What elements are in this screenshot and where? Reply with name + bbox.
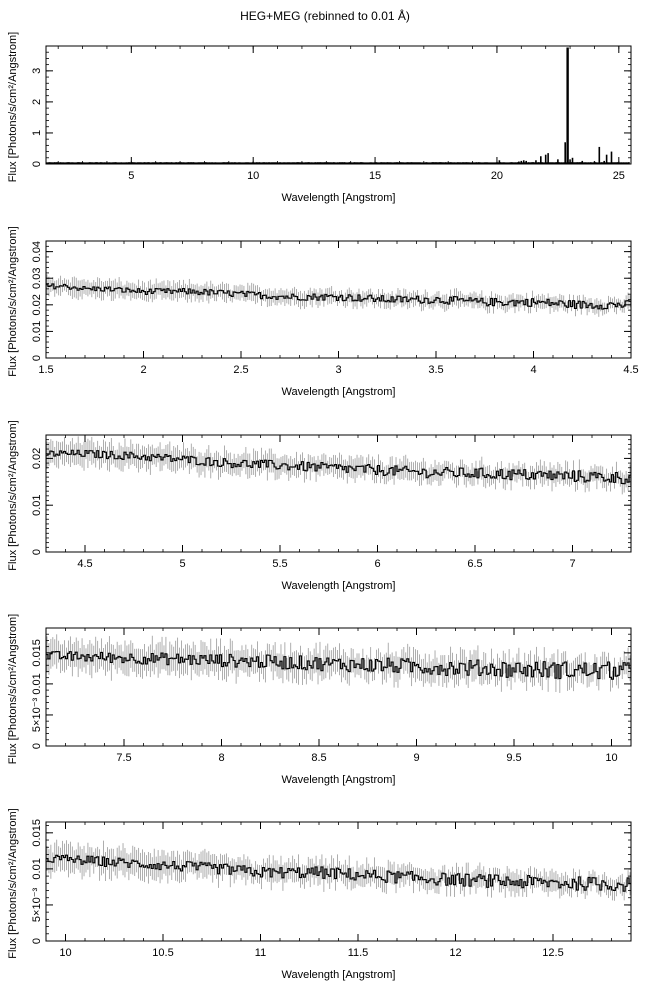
page-title: HEG+MEG (rebinned to 0.01 Å) <box>240 9 410 23</box>
chart-panel-4: 7.5 8 8.5 9 9.5 10 0 5×10⁻³ 0.01 0.015 Wavelength … <box>7 614 632 786</box>
x-axis-label: Wavelength [Angstrom] <box>282 192 396 204</box>
x-tick-label: 7.5 <box>116 752 131 764</box>
x-tick-label: 2.5 <box>233 364 248 376</box>
y-axis-label: Flux [Photons/s/cm²/Angstrom] <box>7 226 19 376</box>
x-tick-label: 10 <box>247 170 259 182</box>
x-tick-label: 3.5 <box>428 364 443 376</box>
y-axis-label: Flux [Photons/s/cm²/Angstrom] <box>7 420 19 570</box>
y-tick-label: 0.01 <box>31 858 43 879</box>
y-tick-label: 0 <box>31 549 43 555</box>
data-layer <box>46 47 630 164</box>
y-tick-label: 5×10⁻³ <box>31 887 43 922</box>
chart-panel-1: 5 10 15 20 25 0 1 2 3 Wavelength [Angstrom] Flux [… <box>7 32 632 204</box>
chart-panel-2: 1.5 2 2.5 3 3.5 4 4.5 0 0.01 0.02 0.03 0.04 Waveleng… <box>7 226 639 398</box>
y-tick-label: 0.01 <box>31 321 43 342</box>
y-tick-label: 3 <box>31 68 43 74</box>
x-tick-label: 4 <box>530 364 536 376</box>
x-tick-label: 4.5 <box>77 558 92 570</box>
data-layer <box>46 436 631 495</box>
y-tick-label: 2 <box>31 99 43 105</box>
x-axis-label: Wavelength [Angstrom] <box>282 386 396 398</box>
x-tick-label: 25 <box>613 170 625 182</box>
data-layer <box>46 839 631 901</box>
x-tick-label: 5 <box>128 170 134 182</box>
plot-frame <box>45 45 632 165</box>
x-tick-label: 10.5 <box>152 947 173 959</box>
data-layer <box>46 634 631 693</box>
y-tick-label: 0.015 <box>31 819 43 847</box>
x-tick-label: 12 <box>449 947 461 959</box>
x-tick-label: 15 <box>369 170 381 182</box>
x-tick-label: 10 <box>59 947 71 959</box>
y-tick-label: 0 <box>31 355 43 361</box>
x-tick-label: 5.5 <box>272 558 287 570</box>
y-tick-label: 0.015 <box>31 639 43 667</box>
x-axis-label: Wavelength [Angstrom] <box>282 969 396 981</box>
x-tick-label: 7 <box>569 558 575 570</box>
plot-frame <box>45 434 632 553</box>
chart-panel-3: 4.5 5 5.5 6 6.5 7 0 0.01 0.02 Wavelength [Angstro… <box>7 420 632 592</box>
y-tick-label: 0 <box>31 938 43 944</box>
flux-histogram <box>46 650 631 680</box>
x-tick-label: 8 <box>218 752 224 764</box>
x-axis-label: Wavelength [Angstrom] <box>282 580 396 592</box>
y-axis-label: Flux [Photons/s/cm²/Angstrom] <box>7 614 19 764</box>
plot-frame <box>45 627 632 747</box>
y-tick-label: 0.01 <box>31 673 43 694</box>
y-tick-label: 0.02 <box>31 294 43 315</box>
x-tick-label: 11.5 <box>348 947 369 959</box>
y-axis-label: Flux [Photons/s/cm²/Angstrom] <box>7 808 19 958</box>
chart-panel-5: 10 10.5 11 11.5 12 12.5 0 5×10⁻³ 0.01 0.015 Wavele… <box>7 808 632 981</box>
x-axis-label: Wavelength [Angstrom] <box>282 774 396 786</box>
flux-histogram <box>46 449 631 485</box>
y-tick-label: 1 <box>31 130 43 136</box>
y-tick-label: 0.01 <box>31 494 43 515</box>
x-tick-label: 3 <box>335 364 341 376</box>
y-axis-label: Flux [Photons/s/cm²/Angstrom] <box>7 32 19 182</box>
y-tick-label: 0.03 <box>31 268 43 289</box>
x-tick-label: 8.5 <box>311 752 326 764</box>
y-tick-label: 0 <box>31 161 43 167</box>
y-tick-label: 0 <box>31 743 43 749</box>
y-tick-label: 0.04 <box>31 241 43 262</box>
x-tick-label: 4.5 <box>623 364 638 376</box>
x-tick-label: 11 <box>255 947 266 959</box>
x-tick-label: 12.5 <box>542 947 563 959</box>
x-tick-label: 10 <box>605 752 617 764</box>
y-tick-label: 0.02 <box>31 448 43 469</box>
x-tick-label: 2 <box>140 364 146 376</box>
flux-histogram <box>46 283 631 310</box>
x-tick-label: 9 <box>413 752 419 764</box>
data-layer <box>46 274 631 317</box>
x-tick-label: 20 <box>491 170 503 182</box>
x-tick-label: 9.5 <box>506 752 521 764</box>
x-tick-label: 6 <box>374 558 380 570</box>
x-tick-label: 1.5 <box>38 364 53 376</box>
flux-histogram <box>46 854 631 892</box>
y-tick-label: 5×10⁻³ <box>31 697 43 732</box>
x-tick-label: 6.5 <box>467 558 482 570</box>
x-tick-label: 5 <box>179 558 185 570</box>
